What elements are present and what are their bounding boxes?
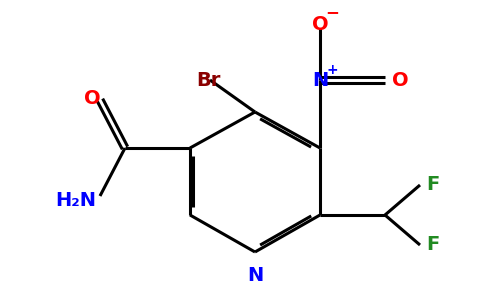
Text: H₂N: H₂N [55, 190, 96, 209]
Text: O: O [312, 14, 328, 34]
Text: N: N [312, 70, 328, 89]
Text: O: O [392, 70, 408, 89]
Text: O: O [84, 88, 100, 107]
Text: N: N [247, 266, 263, 285]
Text: F: F [426, 176, 439, 194]
Text: +: + [326, 63, 338, 77]
Text: F: F [426, 236, 439, 254]
Text: −: − [325, 3, 339, 21]
Text: Br: Br [196, 70, 220, 89]
